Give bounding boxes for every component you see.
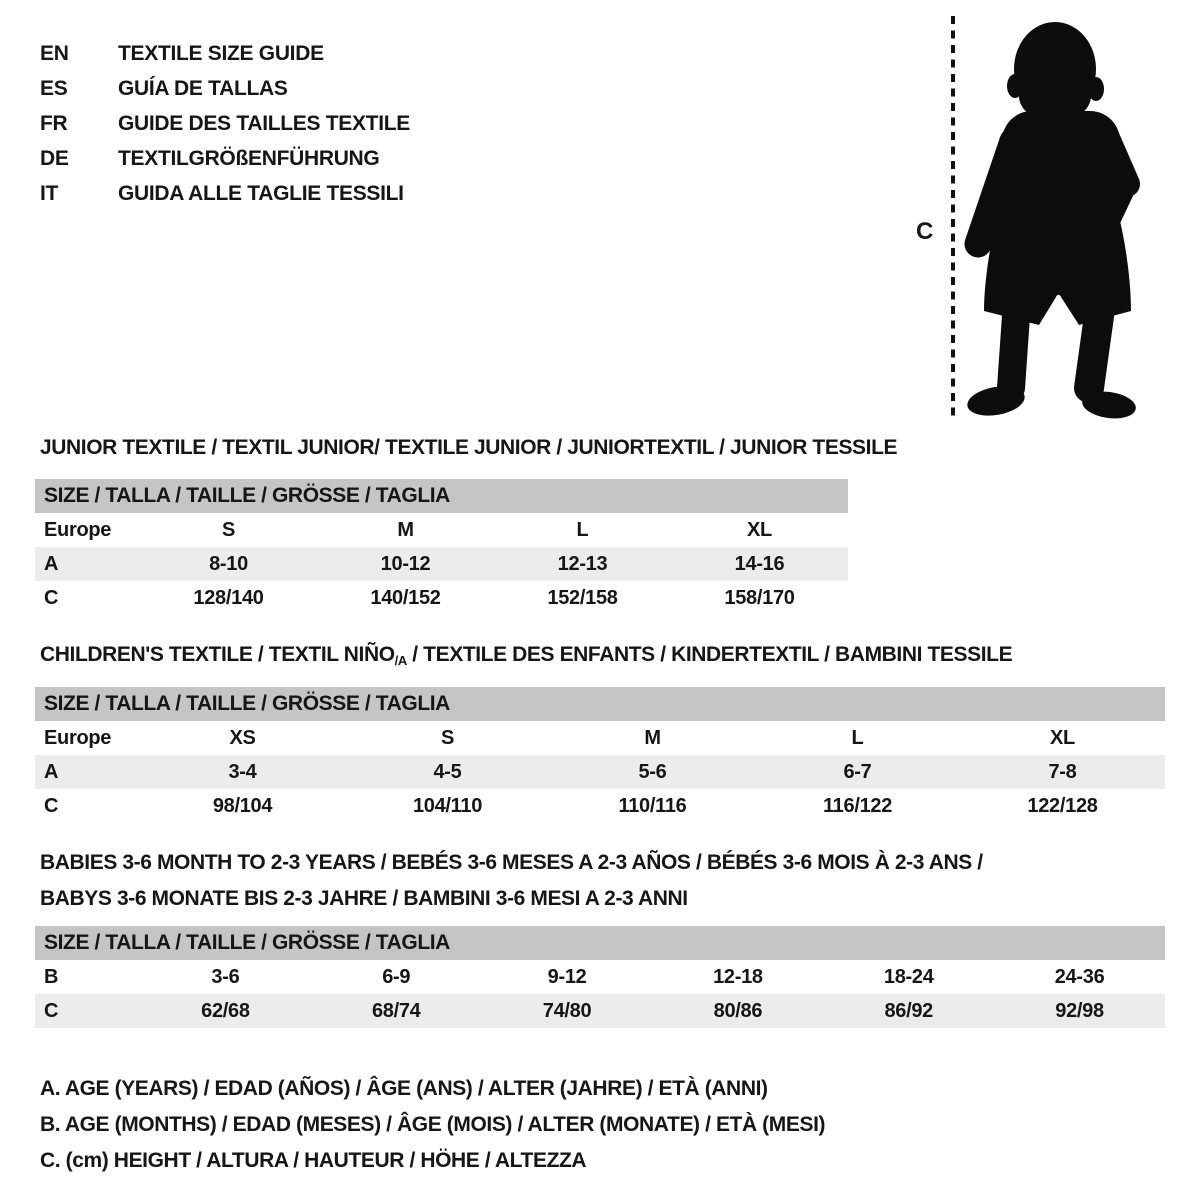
size-cell: XL <box>747 519 772 541</box>
language-code: DE <box>40 146 69 170</box>
age-cell: 4-5 <box>433 761 462 783</box>
size-cell: L <box>576 519 589 541</box>
size-cell: S <box>221 519 236 541</box>
height-cell: 74/80 <box>542 1000 592 1022</box>
language-title-list: EN TEXTILE SIZE GUIDE ES GUÍA DE TALLAS … <box>40 36 410 211</box>
age-cell: 14-16 <box>734 553 785 575</box>
size-table-header: SIZE / TALLA / TAILLE / GRÖSSE / TAGLIA <box>35 479 848 513</box>
legend-line-a: A. AGE (YEARS) / EDAD (AÑOS) / ÂGE (ANS)… <box>40 1077 768 1100</box>
height-cell: 98/104 <box>212 795 273 817</box>
height-cell: 158/170 <box>724 587 795 609</box>
height-cell: 62/68 <box>201 1000 250 1022</box>
height-measure-label: C <box>916 218 934 245</box>
legend-line-c: C. (cm) HEIGHT / ALTURA / HAUTEUR / HÖHE… <box>40 1149 587 1172</box>
age-cell: 6-9 <box>382 966 411 988</box>
guide-title: GUIDA ALLE TAGLIE TESSILI <box>118 181 404 205</box>
age-cell: 24-36 <box>1054 966 1105 988</box>
table-row: Europe S M L XL <box>35 513 848 547</box>
list-item: FR GUIDE DES TAILLES TEXTILE <box>40 106 410 141</box>
babies-title-line2: BABYS 3-6 MONATE BIS 2-3 JAHRE / BAMBINI… <box>40 887 688 910</box>
table-row: B 3-6 6-9 9-12 12-18 18-24 24-36 <box>35 960 1165 994</box>
legend: A. AGE (YEARS) / EDAD (AÑOS) / ÂGE (ANS)… <box>40 1071 826 1179</box>
height-cell: 152/158 <box>547 587 618 609</box>
size-table-header: SIZE / TALLA / TAILLE / GRÖSSE / TAGLIA <box>35 687 1165 721</box>
junior-section-title: JUNIOR TEXTILE / TEXTIL JUNIOR/ TEXTILE … <box>40 436 898 459</box>
language-code: FR <box>40 111 68 135</box>
language-code: EN <box>40 41 69 65</box>
guide-title: TEXTILE SIZE GUIDE <box>118 41 324 65</box>
babies-size-table: SIZE / TALLA / TAILLE / GRÖSSE / TAGLIA … <box>35 926 1165 1028</box>
children-title-pre: CHILDREN'S TEXTILE / TEXTIL NIÑO <box>40 643 395 666</box>
legend-line-b: B. AGE (MONTHS) / EDAD (MESES) / ÂGE (MO… <box>40 1113 826 1136</box>
height-cell: 116/122 <box>822 795 893 817</box>
height-cell: 68/74 <box>371 1000 421 1022</box>
table-row: C 62/68 68/74 74/80 80/86 86/92 92/98 <box>35 994 1165 1028</box>
language-code: IT <box>40 181 59 205</box>
row-label: C <box>44 1000 59 1022</box>
age-cell: 3-4 <box>228 761 257 783</box>
age-cell: 9-12 <box>547 966 587 988</box>
age-cell: 18-24 <box>883 966 934 988</box>
height-cell: 140/152 <box>370 587 441 609</box>
toddler-silhouette-shape <box>964 22 1140 419</box>
children-section-title: CHILDREN'S TEXTILE / TEXTIL NIÑO/A / TEX… <box>40 643 1013 668</box>
children-title-post: / TEXTILE DES ENFANTS / KINDERTEXTIL / B… <box>406 643 1013 666</box>
size-cell: XS <box>229 727 256 749</box>
row-label: Europe <box>44 727 112 749</box>
size-table-header: SIZE / TALLA / TAILLE / GRÖSSE / TAGLIA <box>35 926 1165 960</box>
guide-title: GUIDE DES TAILLES TEXTILE <box>118 111 410 135</box>
table-row: C 128/140 140/152 152/158 158/170 <box>35 581 848 615</box>
height-cell: 122/128 <box>1027 795 1098 817</box>
age-cell: 6-7 <box>843 761 872 783</box>
row-label: A <box>44 553 59 575</box>
size-cell: M <box>644 727 661 749</box>
language-code: ES <box>40 76 68 100</box>
table-row: Europe XS S M L XL <box>35 721 1165 755</box>
table-row: C 98/104 104/110 110/116 116/122 122/128 <box>35 789 1165 823</box>
row-label: B <box>44 966 59 988</box>
babies-section-title: BABIES 3-6 MONTH TO 2-3 YEARS / BEBÉS 3-… <box>40 851 983 923</box>
table-row: A 3-4 4-5 5-6 6-7 7-8 <box>35 755 1165 789</box>
table-row: A 8-10 10-12 12-13 14-16 <box>35 547 848 581</box>
row-label: C <box>44 587 59 609</box>
age-cell: 8-10 <box>209 553 248 575</box>
age-cell: 7-8 <box>1048 761 1077 783</box>
age-cell: 10-12 <box>380 553 431 575</box>
height-cell: 86/92 <box>884 1000 934 1022</box>
list-item: EN TEXTILE SIZE GUIDE <box>40 36 410 71</box>
toddler-silhouette-icon <box>951 16 1140 419</box>
list-item: ES GUÍA DE TALLAS <box>40 71 410 106</box>
height-cell: 110/116 <box>618 795 687 817</box>
children-size-table: SIZE / TALLA / TAILLE / GRÖSSE / TAGLIA … <box>35 687 1165 823</box>
row-label: C <box>44 795 59 817</box>
junior-size-table: SIZE / TALLA / TAILLE / GRÖSSE / TAGLIA … <box>35 479 848 615</box>
list-item: IT GUIDA ALLE TAGLIE TESSILI <box>40 176 410 211</box>
children-title-subscript: /A <box>394 653 408 668</box>
height-cell: 128/140 <box>193 587 264 609</box>
height-cell: 80/86 <box>713 1000 763 1022</box>
height-cell: 104/110 <box>412 795 483 817</box>
babies-title-line1: BABIES 3-6 MONTH TO 2-3 YEARS / BEBÉS 3-… <box>40 851 983 874</box>
age-cell: 12-18 <box>713 966 763 988</box>
size-cell: L <box>851 727 864 749</box>
height-cell: 92/98 <box>1055 1000 1104 1022</box>
age-cell: 12-13 <box>557 553 608 575</box>
guide-title: TEXTILGRÖßENFÜHRUNG <box>118 146 380 170</box>
row-label: A <box>44 761 59 783</box>
age-cell: 5-6 <box>638 761 667 783</box>
size-cell: XL <box>1050 727 1075 749</box>
list-item: DE TEXTILGRÖßENFÜHRUNG <box>40 141 410 176</box>
age-cell: 3-6 <box>211 966 240 988</box>
size-cell: M <box>397 519 414 541</box>
size-cell: S <box>440 727 455 749</box>
guide-title: GUÍA DE TALLAS <box>118 76 288 100</box>
row-label: Europe <box>44 519 112 541</box>
